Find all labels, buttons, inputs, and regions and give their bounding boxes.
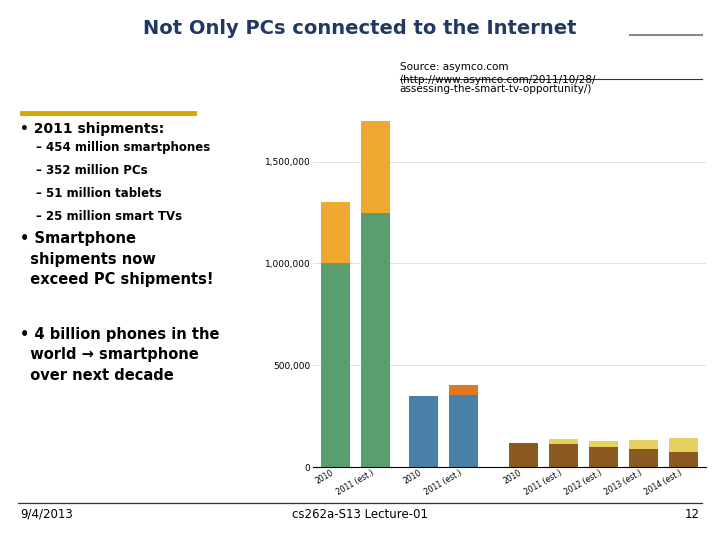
Text: – 51 million tablets: – 51 million tablets [36,187,162,200]
Text: cs262a-S13 Lecture-01: cs262a-S13 Lecture-01 [292,508,428,521]
Bar [321,262,350,467]
Bar [629,449,658,467]
Text: Not Only PCs connected to the Internet: Not Only PCs connected to the Internet [143,19,577,38]
Text: • 2011 shipments:: • 2011 shipments: [20,122,164,136]
Text: 12: 12 [685,508,700,521]
Bar [669,437,698,452]
Bar [549,444,578,467]
Bar [589,441,618,447]
Text: • 4 billion phones in the
  world → smartphone
  over next decade: • 4 billion phones in the world → smartp… [20,327,220,382]
Bar [409,396,438,467]
Bar [361,121,390,213]
Text: – 25 million smart TVs: – 25 million smart TVs [36,210,182,222]
Text: (http://www.asymco.com/2011/10/28/: (http://www.asymco.com/2011/10/28/ [400,75,596,85]
Bar [449,385,478,395]
Text: 9/4/2013: 9/4/2013 [20,508,73,521]
Text: assessing-the-smart-tv-opportunity/): assessing-the-smart-tv-opportunity/) [400,84,592,94]
Bar [449,395,478,467]
Bar [669,452,698,467]
Bar [589,447,618,467]
Bar [549,438,578,444]
Bar [361,213,390,467]
Bar [629,440,658,449]
Text: Source: asymco.com: Source: asymco.com [400,62,508,72]
Text: • Smartphone
  shipments now
  exceed PC shipments!: • Smartphone shipments now exceed PC shi… [20,231,214,287]
Bar [509,443,538,467]
Text: – 352 million PCs: – 352 million PCs [36,164,148,177]
Bar [321,202,350,262]
Text: – 454 million smartphones: – 454 million smartphones [36,141,210,154]
